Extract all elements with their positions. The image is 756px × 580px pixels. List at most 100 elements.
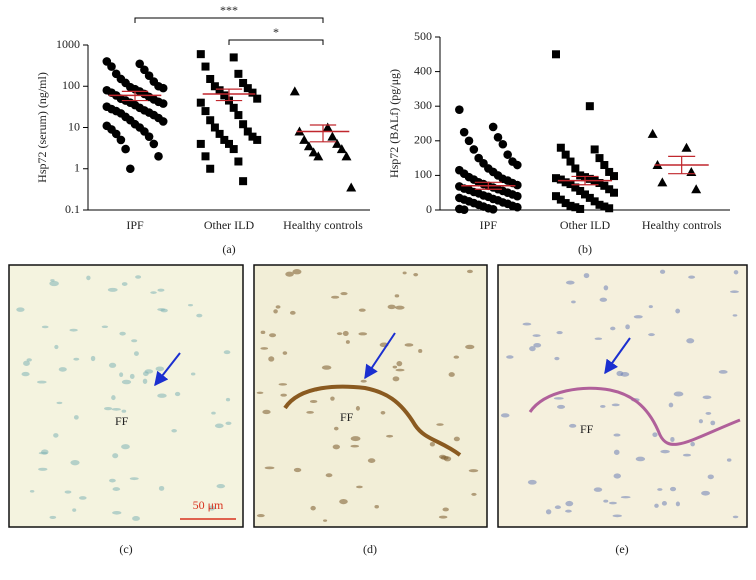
nucleus bbox=[90, 355, 96, 362]
nucleus bbox=[26, 358, 32, 362]
nucleus bbox=[394, 294, 400, 298]
data-point bbox=[206, 116, 215, 125]
data-point bbox=[201, 62, 210, 71]
data-point bbox=[469, 145, 479, 154]
nucleus bbox=[367, 458, 376, 463]
nucleus bbox=[54, 344, 59, 350]
data-point bbox=[576, 171, 585, 180]
nucleus bbox=[171, 429, 177, 433]
data-point bbox=[590, 197, 599, 206]
nucleus bbox=[670, 436, 675, 442]
nucleus bbox=[718, 370, 728, 374]
nucleus bbox=[321, 365, 332, 370]
nucleus bbox=[396, 361, 403, 367]
nucleus bbox=[155, 366, 165, 372]
nucleus bbox=[657, 488, 663, 491]
nucleus bbox=[144, 369, 154, 374]
nucleus bbox=[119, 331, 126, 336]
nucleus bbox=[705, 411, 712, 415]
nucleus bbox=[21, 371, 30, 377]
data-point bbox=[561, 150, 570, 159]
y-tick-label: 10 bbox=[68, 119, 80, 133]
nucleus bbox=[268, 356, 275, 362]
data-point bbox=[513, 191, 522, 201]
nucleus bbox=[104, 406, 113, 411]
nucleus bbox=[278, 383, 288, 386]
nucleus bbox=[340, 292, 348, 296]
nucleus bbox=[583, 273, 590, 279]
nucleus bbox=[112, 510, 122, 515]
nucleus bbox=[256, 514, 265, 518]
ff-label: FF bbox=[580, 422, 594, 436]
nucleus bbox=[669, 486, 677, 492]
data-point bbox=[595, 154, 604, 163]
nucleus bbox=[608, 501, 617, 505]
data-point bbox=[498, 139, 508, 149]
y-tick-label: 200 bbox=[414, 133, 432, 147]
nucleus bbox=[710, 420, 716, 426]
error-bar bbox=[571, 175, 599, 186]
nucleus bbox=[332, 444, 340, 450]
nucleus bbox=[648, 305, 653, 309]
nucleus bbox=[702, 395, 712, 400]
error-bar bbox=[121, 90, 149, 102]
nucleus bbox=[654, 503, 659, 508]
y-axis-label: Hsp72 (serum) (ng/ml) bbox=[35, 72, 49, 183]
scale-bar-label: 50 μm bbox=[193, 498, 224, 512]
nucleus bbox=[101, 325, 109, 329]
nucleus bbox=[188, 303, 193, 307]
nucleus bbox=[360, 379, 367, 383]
data-point bbox=[225, 139, 233, 148]
data-point bbox=[605, 167, 614, 176]
nucleus bbox=[107, 287, 118, 292]
data-point bbox=[571, 183, 580, 192]
nucleus bbox=[453, 355, 460, 359]
nucleus bbox=[275, 305, 281, 309]
data-point bbox=[239, 177, 248, 186]
nucleus bbox=[306, 411, 314, 414]
ff-label: FF bbox=[340, 410, 354, 424]
nucleus bbox=[50, 279, 55, 282]
nucleus bbox=[599, 297, 608, 302]
data-point bbox=[116, 135, 126, 145]
data-point bbox=[299, 134, 310, 144]
nucleus bbox=[196, 313, 203, 318]
data-point bbox=[121, 144, 130, 154]
data-point bbox=[243, 127, 252, 136]
data-point bbox=[144, 132, 154, 141]
error-bar bbox=[215, 88, 243, 102]
data-point bbox=[210, 123, 219, 132]
nucleus bbox=[336, 332, 343, 336]
significance-label: * bbox=[273, 25, 279, 39]
nucleus bbox=[448, 372, 455, 377]
data-point bbox=[327, 131, 338, 141]
nucleus bbox=[675, 308, 681, 314]
y-tick-label: 100 bbox=[414, 167, 432, 181]
data-point bbox=[595, 179, 604, 188]
nucleus bbox=[225, 421, 232, 426]
data-point bbox=[126, 164, 135, 174]
nucleus bbox=[732, 314, 738, 317]
nucleus bbox=[429, 441, 436, 447]
nucleus bbox=[554, 505, 561, 510]
nucleus bbox=[380, 410, 386, 415]
data-point bbox=[196, 50, 205, 59]
nucleus bbox=[466, 269, 473, 274]
nucleus bbox=[529, 346, 536, 352]
data-point bbox=[566, 201, 575, 210]
nucleus bbox=[323, 519, 328, 522]
panel-label: (e) bbox=[615, 542, 628, 556]
nucleus bbox=[613, 433, 621, 437]
nucleus bbox=[350, 444, 360, 448]
data-point bbox=[239, 78, 248, 87]
data-point bbox=[552, 174, 560, 183]
nucleus bbox=[131, 339, 138, 343]
nucleus bbox=[661, 501, 667, 506]
y-tick-label: 500 bbox=[414, 29, 432, 43]
data-point bbox=[595, 200, 604, 209]
nucleus bbox=[158, 485, 165, 491]
nucleus bbox=[500, 413, 510, 418]
nucleus bbox=[659, 269, 666, 274]
data-point bbox=[196, 139, 205, 148]
nucleus bbox=[58, 367, 67, 372]
